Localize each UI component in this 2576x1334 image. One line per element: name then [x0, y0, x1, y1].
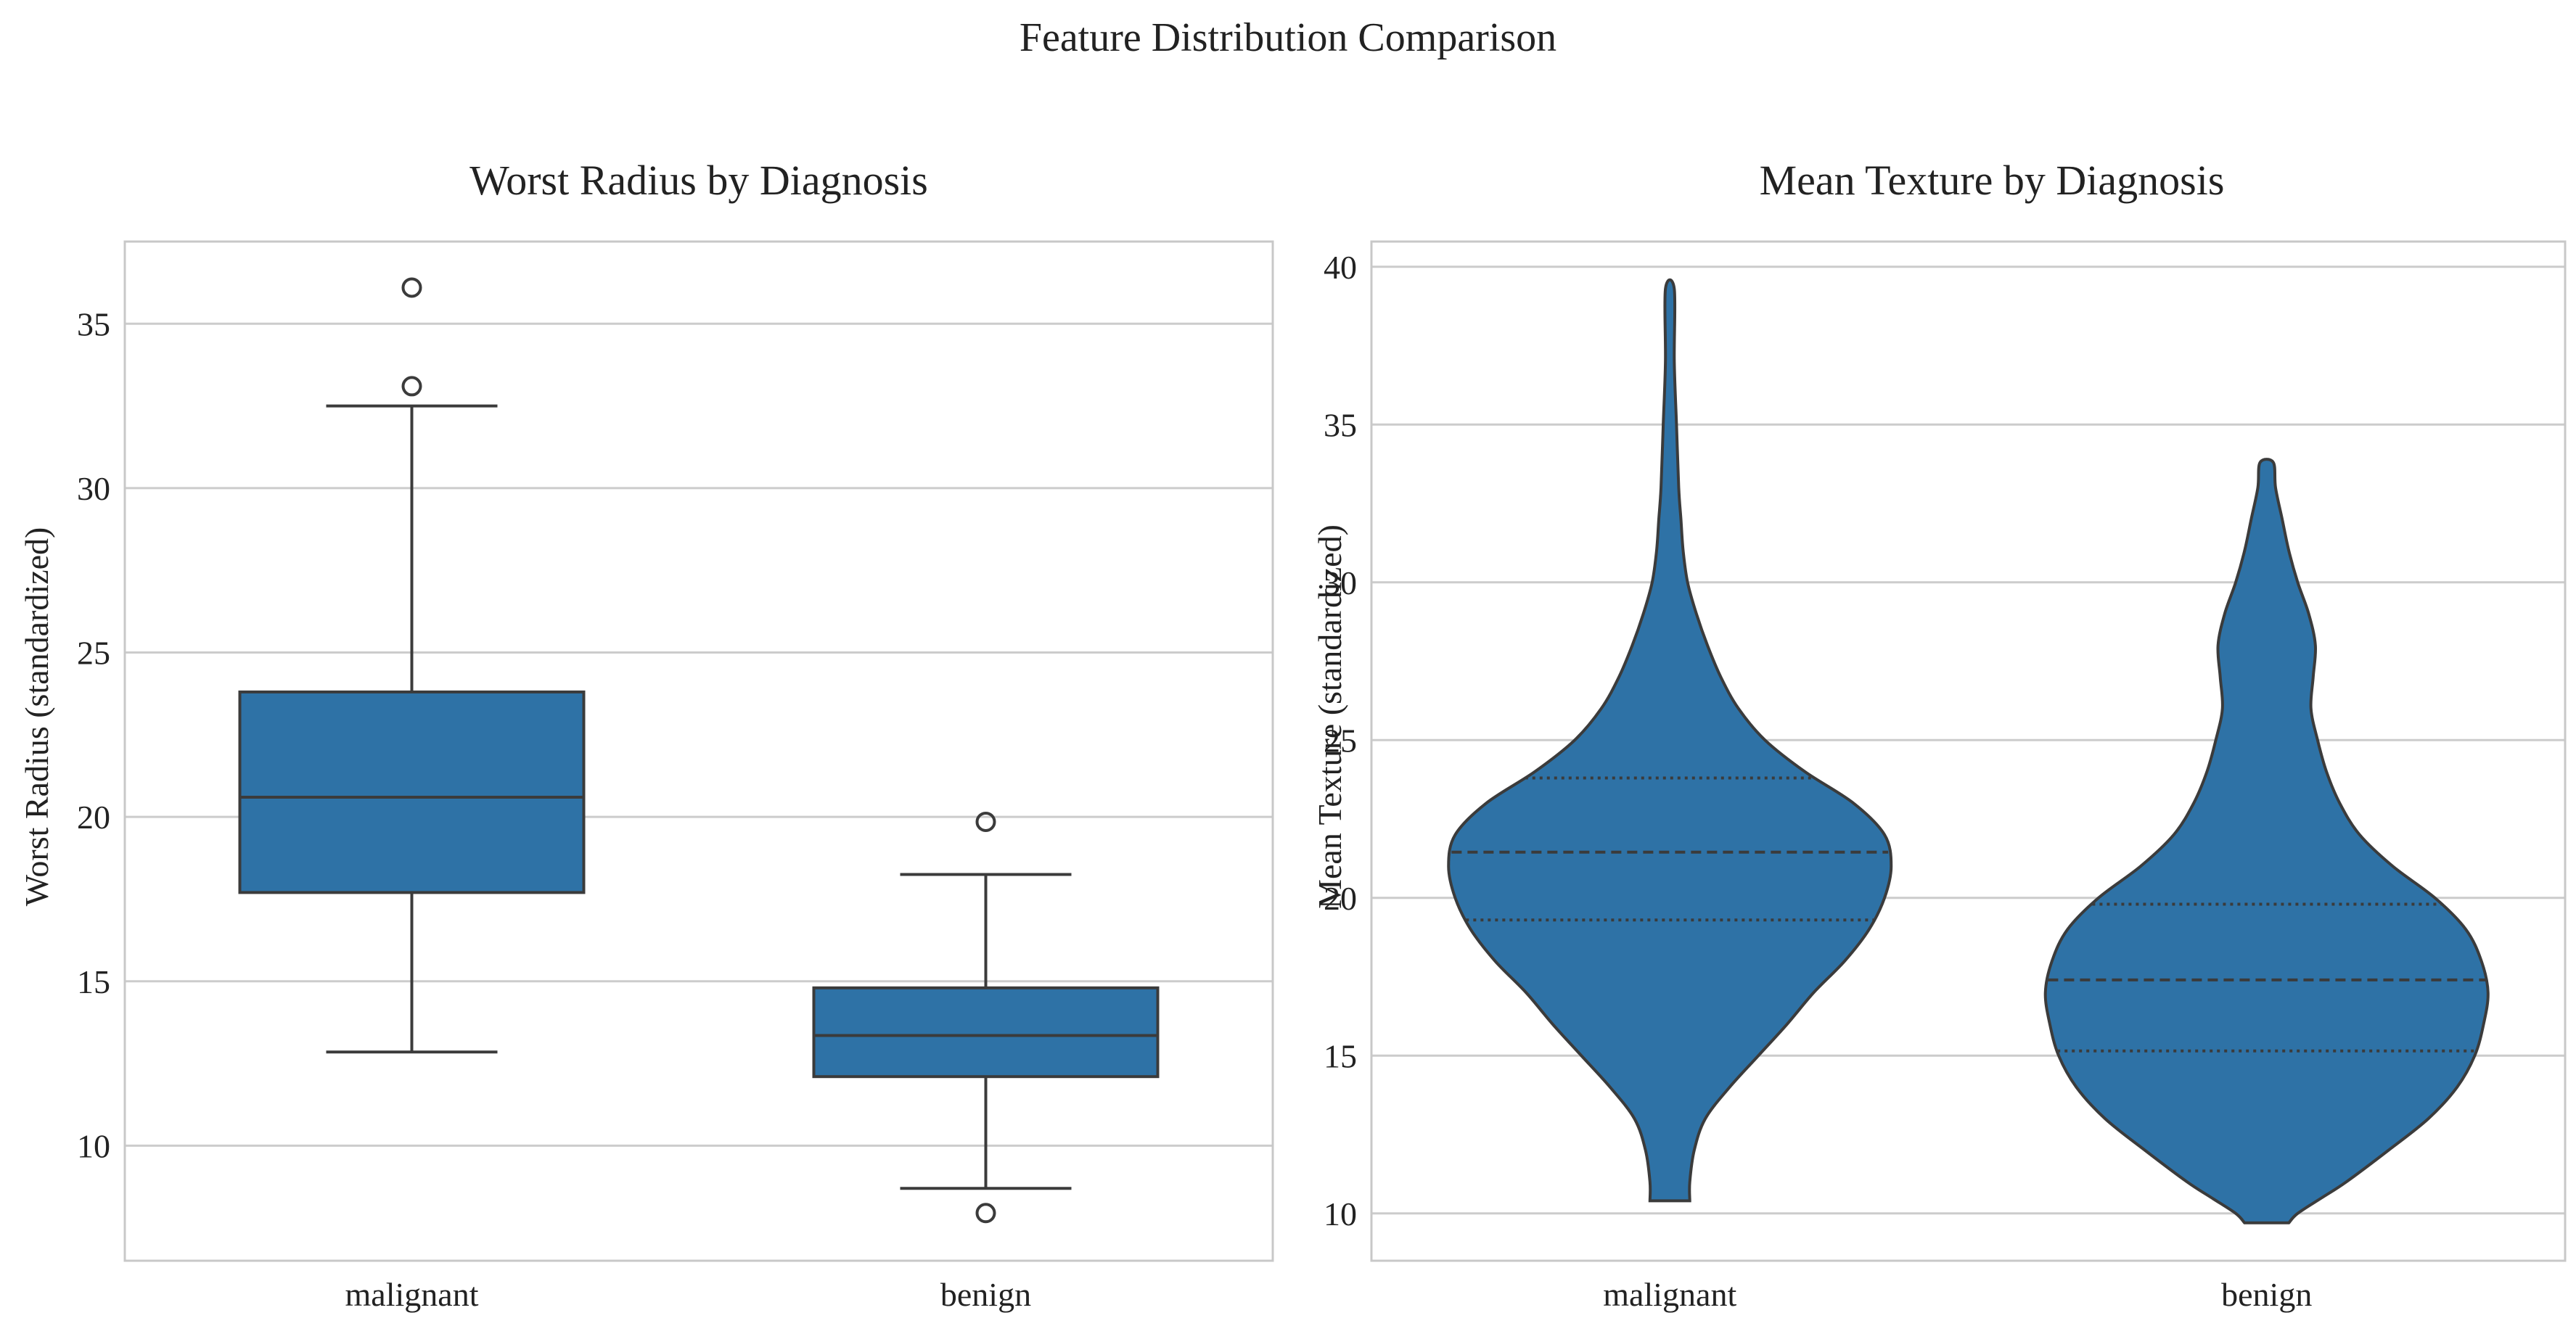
box-plot-marks: [238, 277, 1160, 1224]
box-plot-x-ticks: malignant benign: [345, 1276, 1032, 1313]
violin-plot-marks: [1447, 278, 2490, 1224]
box-plot-title: Worst Radius by Diagnosis: [469, 157, 928, 204]
violin-plot-panel: Mean Texture by Diagnosis Mean Texture (…: [1311, 157, 2567, 1313]
violin-plot-y-tick-label: 20: [1324, 880, 1357, 917]
outlier-point: [975, 1203, 996, 1224]
box-plot-ylabel: Worst Radius (standardized): [18, 527, 55, 907]
violin-plot-title: Mean Texture by Diagnosis: [1760, 157, 2225, 204]
box-plot-x-tick-label: benign: [940, 1276, 1031, 1313]
box-plot-y-tick-label: 35: [77, 305, 110, 342]
box-benign: [812, 986, 1160, 1079]
violin-benign: [2043, 458, 2490, 1224]
violin-plot-y-tick-label: 35: [1324, 406, 1357, 443]
outlier-point: [401, 277, 422, 298]
violin-plot-y-tick-label: 30: [1324, 564, 1357, 601]
violin-plot-x-tick-label: malignant: [1603, 1276, 1736, 1313]
box-plot-y-tick-label: 25: [77, 635, 110, 672]
box-plot-x-tick-label: malignant: [345, 1276, 479, 1313]
violin-plot-frame: [1370, 240, 2567, 1262]
box-plot-y-tick-label: 30: [77, 470, 110, 507]
outlier-point: [975, 811, 996, 832]
violin-malignant: [1447, 278, 1893, 1203]
violin-plot-x-ticks: malignant benign: [1603, 1276, 2312, 1313]
box-plot-y-tick-label: 20: [77, 799, 110, 836]
box-malignant: [238, 690, 586, 894]
violin-plot-x-tick-label: benign: [2221, 1276, 2312, 1313]
violin-plot-y-tick-label: 15: [1324, 1037, 1357, 1074]
violin-plot-y-tick-label: 40: [1324, 249, 1357, 286]
box-plot-panel: Worst Radius by Diagnosis Worst Radius (…: [18, 157, 1274, 1313]
violin-plot-ylabel: Mean Texture (standardized): [1311, 524, 1348, 909]
outlier-point: [401, 376, 422, 397]
box-plot-y-tick-label: 15: [77, 963, 110, 1000]
violin-plot-y-ticks: 10 15 20 25 30 35 40: [1324, 249, 1357, 1232]
violin-plot-y-tick-label: 25: [1324, 722, 1357, 759]
box-plot-y-ticks: 10 15 20 25 30 35: [77, 305, 110, 1164]
box-plot-y-tick-label: 10: [77, 1127, 110, 1164]
figure-title: Feature Distribution Comparison: [1020, 15, 1556, 60]
violin-plot-y-tick-label: 10: [1324, 1195, 1357, 1232]
box-plot-frame: [123, 240, 1274, 1262]
